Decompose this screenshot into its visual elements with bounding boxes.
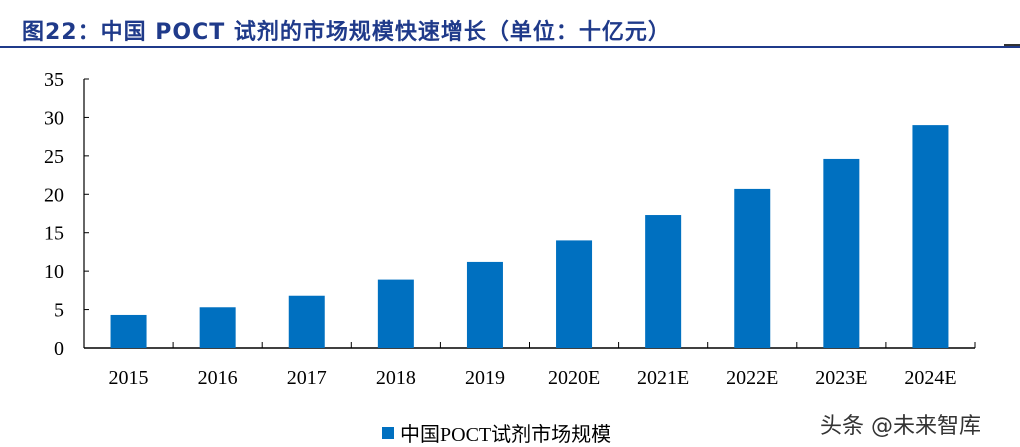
legend-swatch <box>382 426 394 439</box>
bar-2018 <box>377 279 414 348</box>
x-tick-label: 2017 <box>287 367 327 389</box>
bar-2020E <box>556 240 593 348</box>
title-rule-end <box>1004 44 1020 46</box>
x-tick-label: 2019 <box>465 367 505 389</box>
bar-2024E <box>912 125 949 348</box>
bar-2017 <box>288 295 325 348</box>
x-tick-label: 2022E <box>726 367 778 389</box>
chart-title: 图22：中国 POCT 试剂的市场规模快速增长（单位：十亿元） <box>22 20 671 45</box>
x-tick-label: 2023E <box>815 367 867 389</box>
x-tick-label: 2024E <box>904 367 956 389</box>
y-tick-label: 10 <box>44 261 64 283</box>
bar-2016 <box>199 307 236 348</box>
watermark: 头条 @未来智库 <box>820 414 981 439</box>
y-tick-label: 30 <box>44 107 64 129</box>
legend: 中国POCT试剂市场规模 <box>382 418 611 447</box>
x-tick-label: 2018 <box>376 367 416 389</box>
title-rule <box>0 46 1020 48</box>
y-tick-label: 0 <box>54 338 64 360</box>
x-tick-label: 2020E <box>548 367 600 389</box>
y-tick-label: 20 <box>44 184 64 206</box>
y-tick-label: 25 <box>44 146 64 168</box>
bar-2022E <box>734 188 771 348</box>
bar-2023E <box>823 158 860 348</box>
bar-2015 <box>110 314 147 348</box>
x-tick-label: 2016 <box>198 367 238 389</box>
x-tick-label: 2015 <box>109 367 149 389</box>
bar-2019 <box>466 261 503 348</box>
y-tick-label: 15 <box>44 223 64 245</box>
x-tick-label: 2021E <box>637 367 689 389</box>
bar-2021E <box>645 215 682 348</box>
legend-label: 中国POCT试剂市场规模 <box>400 424 612 446</box>
y-tick-label: 35 <box>44 69 64 91</box>
y-tick-label: 5 <box>54 300 64 322</box>
